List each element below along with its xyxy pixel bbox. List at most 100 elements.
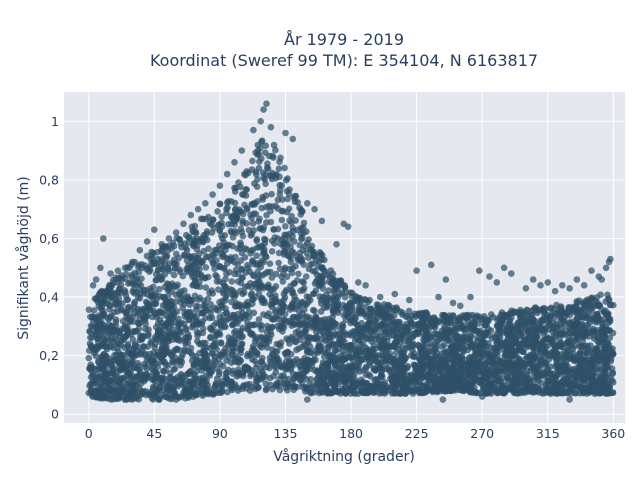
scatter-point xyxy=(302,301,309,308)
scatter-point xyxy=(233,373,240,380)
scatter-point xyxy=(456,336,463,343)
scatter-point xyxy=(256,165,263,172)
scatter-point xyxy=(248,284,255,291)
scatter-point xyxy=(530,374,537,381)
scatter-point xyxy=(607,316,614,323)
scatter-point xyxy=(101,394,108,401)
scatter-point xyxy=(165,379,172,386)
scatter-point xyxy=(342,294,349,301)
scatter-point xyxy=(286,253,293,260)
scatter-point xyxy=(363,335,370,342)
scatter-point xyxy=(185,370,192,377)
scatter-point xyxy=(214,208,221,215)
scatter-point xyxy=(300,287,307,294)
scatter-point xyxy=(458,381,465,388)
scatter-point xyxy=(573,298,580,305)
scatter-point xyxy=(180,374,187,381)
scatter-point xyxy=(283,177,290,184)
scatter-point xyxy=(422,361,429,368)
scatter-point xyxy=(268,302,275,309)
scatter-point xyxy=(324,300,331,307)
scatter-point xyxy=(195,303,202,310)
scatter-point xyxy=(229,312,236,319)
scatter-point xyxy=(331,370,338,377)
scatter-point xyxy=(281,241,288,248)
scatter-point xyxy=(232,254,239,261)
scatter-point xyxy=(589,308,596,315)
scatter-point xyxy=(467,389,474,396)
scatter-point xyxy=(328,340,335,347)
scatter-point xyxy=(123,292,130,299)
scatter-point xyxy=(130,336,137,343)
scatter-point xyxy=(249,166,256,173)
scatter-point xyxy=(216,355,223,362)
scatter-point xyxy=(516,372,523,379)
scatter-point xyxy=(269,153,276,160)
scatter-point xyxy=(593,345,600,352)
scatter-point xyxy=(250,220,257,227)
scatter-point xyxy=(288,219,295,226)
scatter-point xyxy=(158,277,165,284)
scatter-point xyxy=(237,347,244,354)
scatter-point xyxy=(568,321,575,328)
scatter-point xyxy=(230,234,237,241)
scatter-point xyxy=(149,314,156,321)
scatter-point xyxy=(294,384,301,391)
chart-title-line-2: Koordinat (Sweref 99 TM): E 354104, N 61… xyxy=(150,51,538,70)
scatter-point xyxy=(183,232,190,239)
scatter-point xyxy=(202,364,209,371)
scatter-point xyxy=(515,327,522,334)
scatter-point xyxy=(286,206,293,213)
scatter-point xyxy=(318,251,325,258)
scatter-point xyxy=(321,295,328,302)
scatter-point xyxy=(220,243,227,250)
scatter-point xyxy=(302,334,309,341)
scatter-point xyxy=(108,370,115,377)
scatter-point xyxy=(164,385,171,392)
scatter-point xyxy=(258,205,265,212)
scatter-point xyxy=(161,341,168,348)
scatter-point xyxy=(395,366,402,373)
scatter-point xyxy=(432,360,439,367)
scatter-point xyxy=(582,307,589,314)
scatter-point xyxy=(241,202,248,209)
scatter-point xyxy=(478,342,485,349)
scatter-point xyxy=(212,343,219,350)
scatter-point xyxy=(419,374,426,381)
scatter-point xyxy=(312,323,319,330)
scatter-point xyxy=(261,297,268,304)
scatter-point xyxy=(249,158,256,165)
chart-title-line-1: År 1979 - 2019 xyxy=(284,30,404,49)
scatter-point xyxy=(604,292,611,299)
scatter-point xyxy=(127,369,134,376)
scatter-point xyxy=(384,354,391,361)
scatter-point xyxy=(277,155,284,162)
scatter-point xyxy=(475,365,482,372)
scatter-point xyxy=(217,331,224,338)
scatter-point xyxy=(259,355,266,362)
scatter-point xyxy=(218,324,225,331)
scatter-point xyxy=(576,343,583,350)
scatter-point xyxy=(307,297,314,304)
scatter-point xyxy=(229,322,236,329)
scatter-point xyxy=(188,383,195,390)
scatter-point xyxy=(383,315,390,322)
scatter-point xyxy=(269,274,276,281)
scatter-point xyxy=(485,390,492,397)
scatter-point xyxy=(302,243,309,250)
scatter-point xyxy=(205,274,212,281)
scatter-point xyxy=(200,340,207,347)
scatter-point xyxy=(201,389,208,396)
scatter-point xyxy=(242,172,249,179)
scatter-point xyxy=(93,296,100,303)
scatter-point xyxy=(121,334,128,341)
scatter-point xyxy=(515,384,522,391)
scatter-point xyxy=(263,219,270,226)
scatter-point xyxy=(205,245,212,252)
scatter-point xyxy=(256,285,263,292)
scatter-point xyxy=(290,320,297,327)
scatter-point xyxy=(235,387,242,394)
scatter-point xyxy=(145,265,152,272)
scatter-point xyxy=(258,366,265,373)
scatter-point xyxy=(231,329,238,336)
